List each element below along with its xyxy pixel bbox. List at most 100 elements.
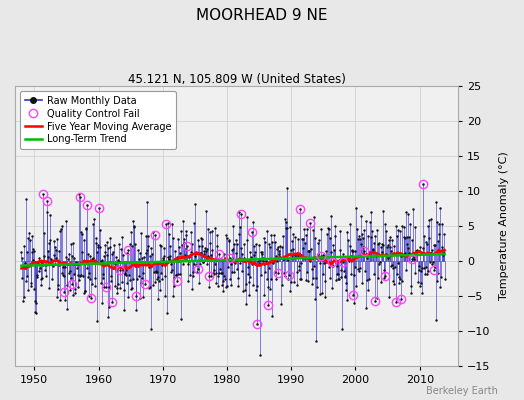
- Point: [395, 280, 403, 286]
- Point: [45, 285, 53, 292]
- Point: [296, 276, 304, 282]
- Point: [280, 270, 288, 276]
- Point: [187, 249, 195, 256]
- Point: [58, 270, 67, 276]
- Point: [150, 268, 158, 275]
- Point: [359, 244, 367, 250]
- Point: [144, 233, 152, 239]
- Point: [92, 240, 100, 246]
- Point: [196, 250, 204, 256]
- Point: [229, 245, 237, 252]
- Point: [119, 267, 127, 273]
- Point: [335, 257, 344, 263]
- Point: [259, 255, 267, 261]
- Point: [185, 258, 194, 264]
- Point: [62, 253, 70, 260]
- Point: [230, 241, 238, 248]
- Point: [72, 259, 80, 265]
- Point: [171, 272, 180, 278]
- Point: [167, 268, 176, 275]
- Point: [195, 260, 204, 267]
- Point: [184, 261, 193, 267]
- Point: [276, 254, 285, 260]
- Point: [61, 297, 69, 304]
- Point: [366, 218, 375, 225]
- Point: [88, 256, 96, 262]
- Point: [383, 244, 391, 251]
- Point: [311, 234, 320, 241]
- Point: [410, 256, 418, 262]
- Point: [232, 237, 240, 243]
- Point: [396, 276, 405, 282]
- Point: [389, 264, 397, 271]
- Point: [215, 250, 224, 257]
- Point: [166, 243, 174, 249]
- Point: [86, 276, 94, 282]
- Point: [70, 271, 78, 278]
- Point: [18, 254, 27, 261]
- Point: [126, 229, 135, 235]
- Point: [296, 206, 304, 212]
- Point: [96, 227, 104, 234]
- Point: [157, 269, 165, 276]
- Point: [182, 232, 190, 238]
- Point: [26, 237, 34, 244]
- Point: [139, 294, 148, 300]
- Point: [324, 263, 333, 270]
- Point: [272, 276, 280, 282]
- Point: [36, 258, 45, 264]
- Point: [148, 250, 156, 257]
- Point: [381, 251, 390, 257]
- Point: [20, 260, 29, 266]
- Point: [303, 226, 311, 232]
- Point: [316, 226, 325, 232]
- Point: [24, 235, 32, 242]
- Point: [384, 242, 392, 248]
- Point: [258, 248, 267, 255]
- Point: [295, 262, 303, 269]
- Point: [414, 263, 423, 269]
- Point: [351, 264, 359, 270]
- Point: [263, 276, 271, 282]
- Point: [298, 254, 306, 261]
- Point: [128, 242, 136, 249]
- Point: [259, 258, 268, 264]
- Point: [139, 270, 147, 276]
- Point: [395, 274, 403, 280]
- Point: [188, 240, 196, 247]
- Point: [299, 236, 307, 242]
- Point: [64, 270, 73, 276]
- Point: [47, 256, 56, 262]
- Point: [34, 260, 42, 267]
- Point: [380, 266, 388, 273]
- Point: [50, 251, 58, 258]
- Point: [123, 280, 132, 286]
- Point: [232, 240, 241, 247]
- Point: [155, 278, 163, 284]
- Point: [361, 227, 369, 234]
- Point: [401, 234, 409, 241]
- Point: [128, 218, 137, 225]
- Point: [122, 267, 130, 274]
- Point: [59, 264, 67, 270]
- Point: [377, 243, 385, 250]
- Point: [318, 254, 326, 260]
- Point: [331, 233, 339, 239]
- Point: [430, 242, 439, 248]
- Point: [380, 221, 389, 227]
- Point: [198, 236, 206, 242]
- Point: [279, 256, 288, 262]
- Point: [260, 235, 268, 241]
- Point: [288, 238, 296, 244]
- Point: [305, 248, 313, 254]
- Point: [374, 240, 383, 247]
- Point: [257, 249, 265, 255]
- Point: [21, 262, 29, 269]
- Point: [338, 325, 346, 332]
- Point: [95, 244, 104, 250]
- Point: [233, 266, 242, 272]
- Point: [52, 294, 61, 300]
- Point: [404, 245, 412, 251]
- Point: [75, 273, 84, 279]
- Point: [228, 223, 237, 230]
